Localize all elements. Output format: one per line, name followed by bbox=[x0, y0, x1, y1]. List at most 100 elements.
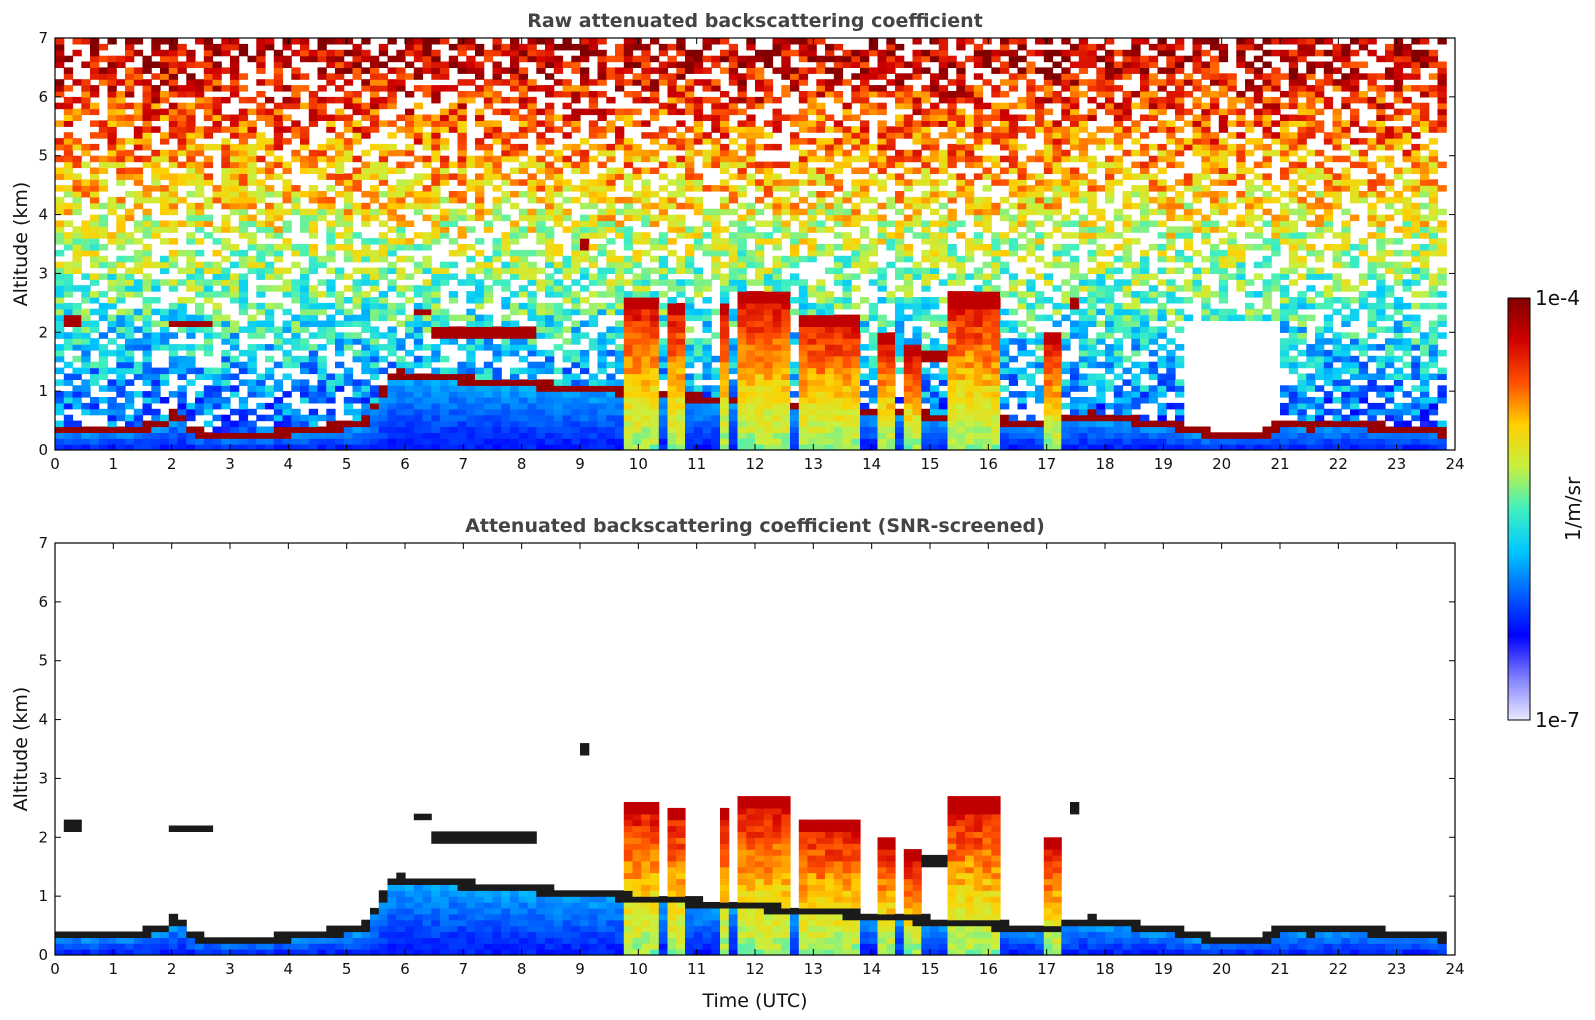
raw-heatmap-cell bbox=[781, 38, 791, 45]
raw-heatmap-cell bbox=[352, 43, 362, 51]
raw-heatmap-cell bbox=[816, 179, 826, 186]
raw-heatmap-cell bbox=[685, 261, 695, 269]
raw-heatmap-cell bbox=[693, 196, 704, 204]
raw-heatmap-cell bbox=[763, 444, 774, 450]
raw-heatmap-cell bbox=[177, 249, 187, 257]
raw-heatmap-cell bbox=[816, 114, 826, 121]
raw-heatmap-cell bbox=[606, 279, 616, 286]
raw-heatmap-cell bbox=[536, 38, 546, 45]
raw-heatmap-cell bbox=[475, 385, 485, 392]
raw-heatmap-cell bbox=[527, 379, 537, 386]
raw-heatmap-cell bbox=[868, 85, 879, 92]
raw-heatmap-cell bbox=[772, 291, 782, 298]
raw-heatmap-cell bbox=[772, 285, 782, 292]
raw-heatmap-cell bbox=[125, 167, 135, 174]
raw-heatmap-cell bbox=[702, 391, 712, 398]
raw-heatmap-cell bbox=[667, 196, 677, 204]
raw-heatmap-cell bbox=[658, 438, 669, 445]
raw-heatmap-cell bbox=[273, 155, 284, 163]
raw-heatmap-cell bbox=[921, 108, 931, 116]
raw-heatmap-cell bbox=[676, 402, 686, 410]
raw-heatmap-cell bbox=[737, 444, 747, 450]
raw-heatmap-cell bbox=[650, 391, 660, 398]
raw-heatmap-cell bbox=[580, 420, 590, 428]
raw-heatmap-cell bbox=[798, 444, 809, 450]
raw-heatmap-cell bbox=[291, 332, 301, 339]
raw-heatmap-cell bbox=[728, 55, 739, 63]
raw-heatmap-cell bbox=[868, 73, 879, 80]
raw-heatmap-cell bbox=[851, 285, 861, 292]
raw-heatmap-cell bbox=[361, 249, 371, 257]
raw-heatmap-cell bbox=[370, 120, 380, 127]
raw-heatmap-cell bbox=[816, 420, 826, 428]
raw-heatmap-cell bbox=[527, 432, 537, 439]
raw-heatmap-cell bbox=[291, 279, 301, 286]
raw-heatmap-cell bbox=[247, 132, 257, 139]
raw-heatmap-cell bbox=[545, 108, 555, 116]
raw-heatmap-cell bbox=[737, 249, 747, 257]
raw-heatmap-cell bbox=[755, 308, 765, 316]
raw-heatmap-cell bbox=[343, 255, 354, 263]
raw-heatmap-cell bbox=[807, 49, 817, 57]
raw-heatmap-cell bbox=[396, 385, 406, 392]
raw-heatmap-cell bbox=[81, 367, 91, 375]
raw-heatmap-cell bbox=[833, 43, 844, 51]
raw-heatmap-cell bbox=[63, 96, 74, 104]
raw-heatmap-cell bbox=[737, 344, 747, 351]
raw-heatmap-cell bbox=[711, 208, 721, 216]
raw-heatmap-cell bbox=[387, 332, 397, 339]
raw-heatmap-cell bbox=[343, 314, 354, 322]
raw-heatmap-cell bbox=[606, 420, 616, 428]
raw-heatmap-cell bbox=[133, 408, 144, 416]
raw-heatmap-cell bbox=[728, 432, 739, 439]
raw-heatmap-cell bbox=[842, 155, 852, 163]
raw-heatmap-cell bbox=[615, 79, 625, 86]
raw-heatmap-cell bbox=[903, 185, 914, 192]
raw-heatmap-cell bbox=[265, 38, 275, 45]
raw-heatmap-cell bbox=[711, 408, 721, 416]
raw-heatmap-cell bbox=[238, 432, 249, 439]
raw-heatmap-cell bbox=[545, 355, 555, 363]
raw-heatmap-cell bbox=[265, 149, 275, 157]
raw-heatmap-cell bbox=[510, 114, 520, 121]
raw-heatmap-cell bbox=[256, 414, 266, 422]
raw-heatmap-cell bbox=[518, 273, 529, 280]
raw-heatmap-cell bbox=[475, 402, 485, 410]
raw-heatmap-cell bbox=[55, 344, 65, 351]
raw-heatmap-cell bbox=[921, 167, 931, 174]
raw-heatmap-cell bbox=[238, 85, 249, 92]
raw-heatmap-cell bbox=[98, 120, 109, 127]
raw-heatmap-cell bbox=[256, 196, 266, 204]
raw-heatmap-cell bbox=[396, 238, 406, 245]
raw-heatmap-cell bbox=[125, 208, 135, 216]
raw-heatmap-cell bbox=[466, 55, 476, 63]
raw-heatmap-cell bbox=[72, 444, 82, 450]
raw-heatmap-cell bbox=[781, 61, 791, 68]
raw-heatmap-cell bbox=[195, 173, 205, 180]
raw-heatmap-cell bbox=[483, 297, 494, 304]
raw-heatmap-cell bbox=[685, 126, 695, 133]
raw-heatmap-cell bbox=[545, 367, 555, 375]
raw-heatmap-cell bbox=[868, 332, 879, 339]
raw-heatmap-cell bbox=[588, 102, 599, 110]
raw-heatmap-cell bbox=[807, 397, 817, 404]
raw-heatmap-cell bbox=[168, 85, 179, 92]
raw-heatmap-cell bbox=[466, 373, 476, 380]
raw-heatmap-cell bbox=[90, 185, 100, 192]
raw-heatmap-cell bbox=[440, 326, 450, 333]
raw-heatmap-cell bbox=[903, 96, 914, 104]
raw-heatmap-cell bbox=[615, 420, 625, 428]
raw-heatmap-cell bbox=[746, 373, 756, 380]
raw-heatmap-cell bbox=[291, 132, 301, 139]
raw-heatmap-cell bbox=[545, 397, 555, 404]
raw-heatmap-cell bbox=[186, 55, 196, 63]
raw-heatmap-cell bbox=[361, 367, 371, 375]
raw-heatmap-cell bbox=[685, 67, 695, 74]
raw-heatmap-cell bbox=[212, 238, 222, 245]
raw-heatmap-cell bbox=[142, 161, 152, 169]
raw-heatmap-cell bbox=[431, 291, 441, 298]
raw-heatmap-cell bbox=[798, 49, 809, 57]
raw-heatmap-cell bbox=[781, 291, 791, 298]
raw-heatmap-cell bbox=[720, 143, 730, 151]
raw-heatmap-cell bbox=[317, 167, 327, 174]
